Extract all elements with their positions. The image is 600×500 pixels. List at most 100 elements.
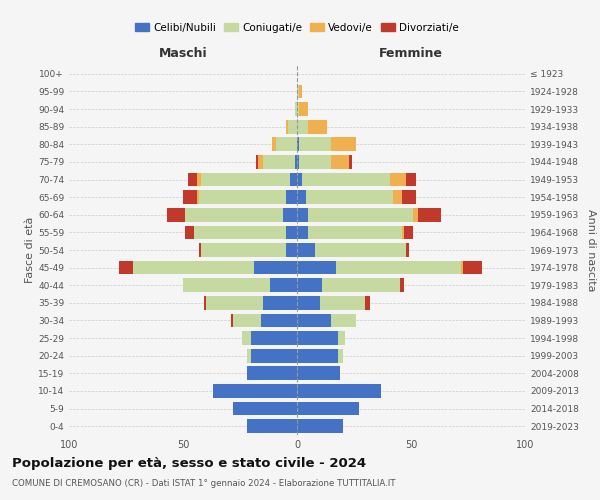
- Bar: [297, 190, 306, 204]
- Bar: [247, 366, 297, 380]
- Bar: [297, 172, 302, 186]
- Bar: [400, 278, 404, 292]
- Bar: [299, 138, 331, 151]
- Bar: [247, 420, 297, 433]
- Bar: [331, 314, 356, 328]
- Bar: [320, 296, 365, 310]
- Y-axis label: Fasce di età: Fasce di età: [25, 217, 35, 283]
- Bar: [393, 190, 402, 204]
- Bar: [331, 138, 356, 151]
- Bar: [263, 296, 297, 310]
- Bar: [413, 208, 418, 222]
- Bar: [297, 102, 299, 116]
- Bar: [306, 190, 393, 204]
- Bar: [308, 226, 402, 239]
- Bar: [185, 226, 194, 239]
- Bar: [297, 384, 382, 398]
- Bar: [391, 172, 406, 186]
- Bar: [277, 138, 297, 151]
- Bar: [286, 190, 297, 204]
- Bar: [197, 190, 199, 204]
- Bar: [402, 190, 416, 204]
- Bar: [297, 331, 338, 345]
- Bar: [299, 102, 308, 116]
- Bar: [272, 138, 277, 151]
- Bar: [297, 243, 315, 257]
- Bar: [201, 172, 290, 186]
- Bar: [183, 278, 269, 292]
- Bar: [336, 260, 461, 274]
- Bar: [201, 243, 286, 257]
- Bar: [463, 260, 482, 274]
- Bar: [203, 296, 206, 310]
- Bar: [406, 172, 416, 186]
- Bar: [295, 102, 297, 116]
- Bar: [133, 260, 254, 274]
- Bar: [256, 155, 258, 169]
- Bar: [297, 366, 340, 380]
- Bar: [338, 349, 343, 362]
- Bar: [297, 84, 299, 98]
- Bar: [297, 260, 336, 274]
- Bar: [233, 402, 297, 415]
- Bar: [297, 349, 338, 362]
- Bar: [206, 296, 263, 310]
- Bar: [286, 120, 288, 134]
- Bar: [167, 208, 185, 222]
- Bar: [297, 278, 322, 292]
- Bar: [233, 314, 260, 328]
- Bar: [297, 138, 299, 151]
- Bar: [258, 155, 263, 169]
- Bar: [283, 208, 297, 222]
- Bar: [288, 120, 297, 134]
- Bar: [461, 260, 463, 274]
- Bar: [297, 420, 343, 433]
- Bar: [254, 260, 297, 274]
- Bar: [299, 84, 302, 98]
- Bar: [297, 226, 308, 239]
- Bar: [406, 243, 409, 257]
- Text: Femmine: Femmine: [379, 46, 443, 60]
- Bar: [418, 208, 440, 222]
- Bar: [290, 172, 297, 186]
- Text: Popolazione per età, sesso e stato civile - 2024: Popolazione per età, sesso e stato civil…: [12, 458, 366, 470]
- Bar: [199, 243, 201, 257]
- Bar: [247, 349, 251, 362]
- Bar: [212, 384, 297, 398]
- Bar: [297, 314, 331, 328]
- Bar: [199, 190, 286, 204]
- Bar: [322, 278, 400, 292]
- Bar: [185, 208, 283, 222]
- Text: Maschi: Maschi: [158, 46, 208, 60]
- Bar: [286, 226, 297, 239]
- Bar: [231, 314, 233, 328]
- Bar: [297, 120, 308, 134]
- Bar: [251, 331, 297, 345]
- Bar: [183, 190, 197, 204]
- Bar: [242, 331, 251, 345]
- Bar: [308, 208, 413, 222]
- Bar: [402, 226, 404, 239]
- Bar: [299, 155, 331, 169]
- Bar: [331, 155, 349, 169]
- Bar: [251, 349, 297, 362]
- Bar: [297, 208, 308, 222]
- Bar: [260, 314, 297, 328]
- Bar: [295, 155, 297, 169]
- Bar: [197, 172, 201, 186]
- Bar: [308, 120, 326, 134]
- Bar: [286, 243, 297, 257]
- Legend: Celibi/Nubili, Coniugati/e, Vedovi/e, Divorziati/e: Celibi/Nubili, Coniugati/e, Vedovi/e, Di…: [131, 18, 463, 36]
- Bar: [315, 243, 406, 257]
- Bar: [269, 278, 297, 292]
- Bar: [302, 172, 391, 186]
- Bar: [119, 260, 133, 274]
- Y-axis label: Anni di nascita: Anni di nascita: [586, 209, 596, 291]
- Bar: [349, 155, 352, 169]
- Bar: [297, 296, 320, 310]
- Bar: [188, 172, 197, 186]
- Text: COMUNE DI CREMOSANO (CR) - Dati ISTAT 1° gennaio 2024 - Elaborazione TUTTITALIA.: COMUNE DI CREMOSANO (CR) - Dati ISTAT 1°…: [12, 479, 395, 488]
- Bar: [297, 155, 299, 169]
- Bar: [263, 155, 295, 169]
- Bar: [297, 402, 359, 415]
